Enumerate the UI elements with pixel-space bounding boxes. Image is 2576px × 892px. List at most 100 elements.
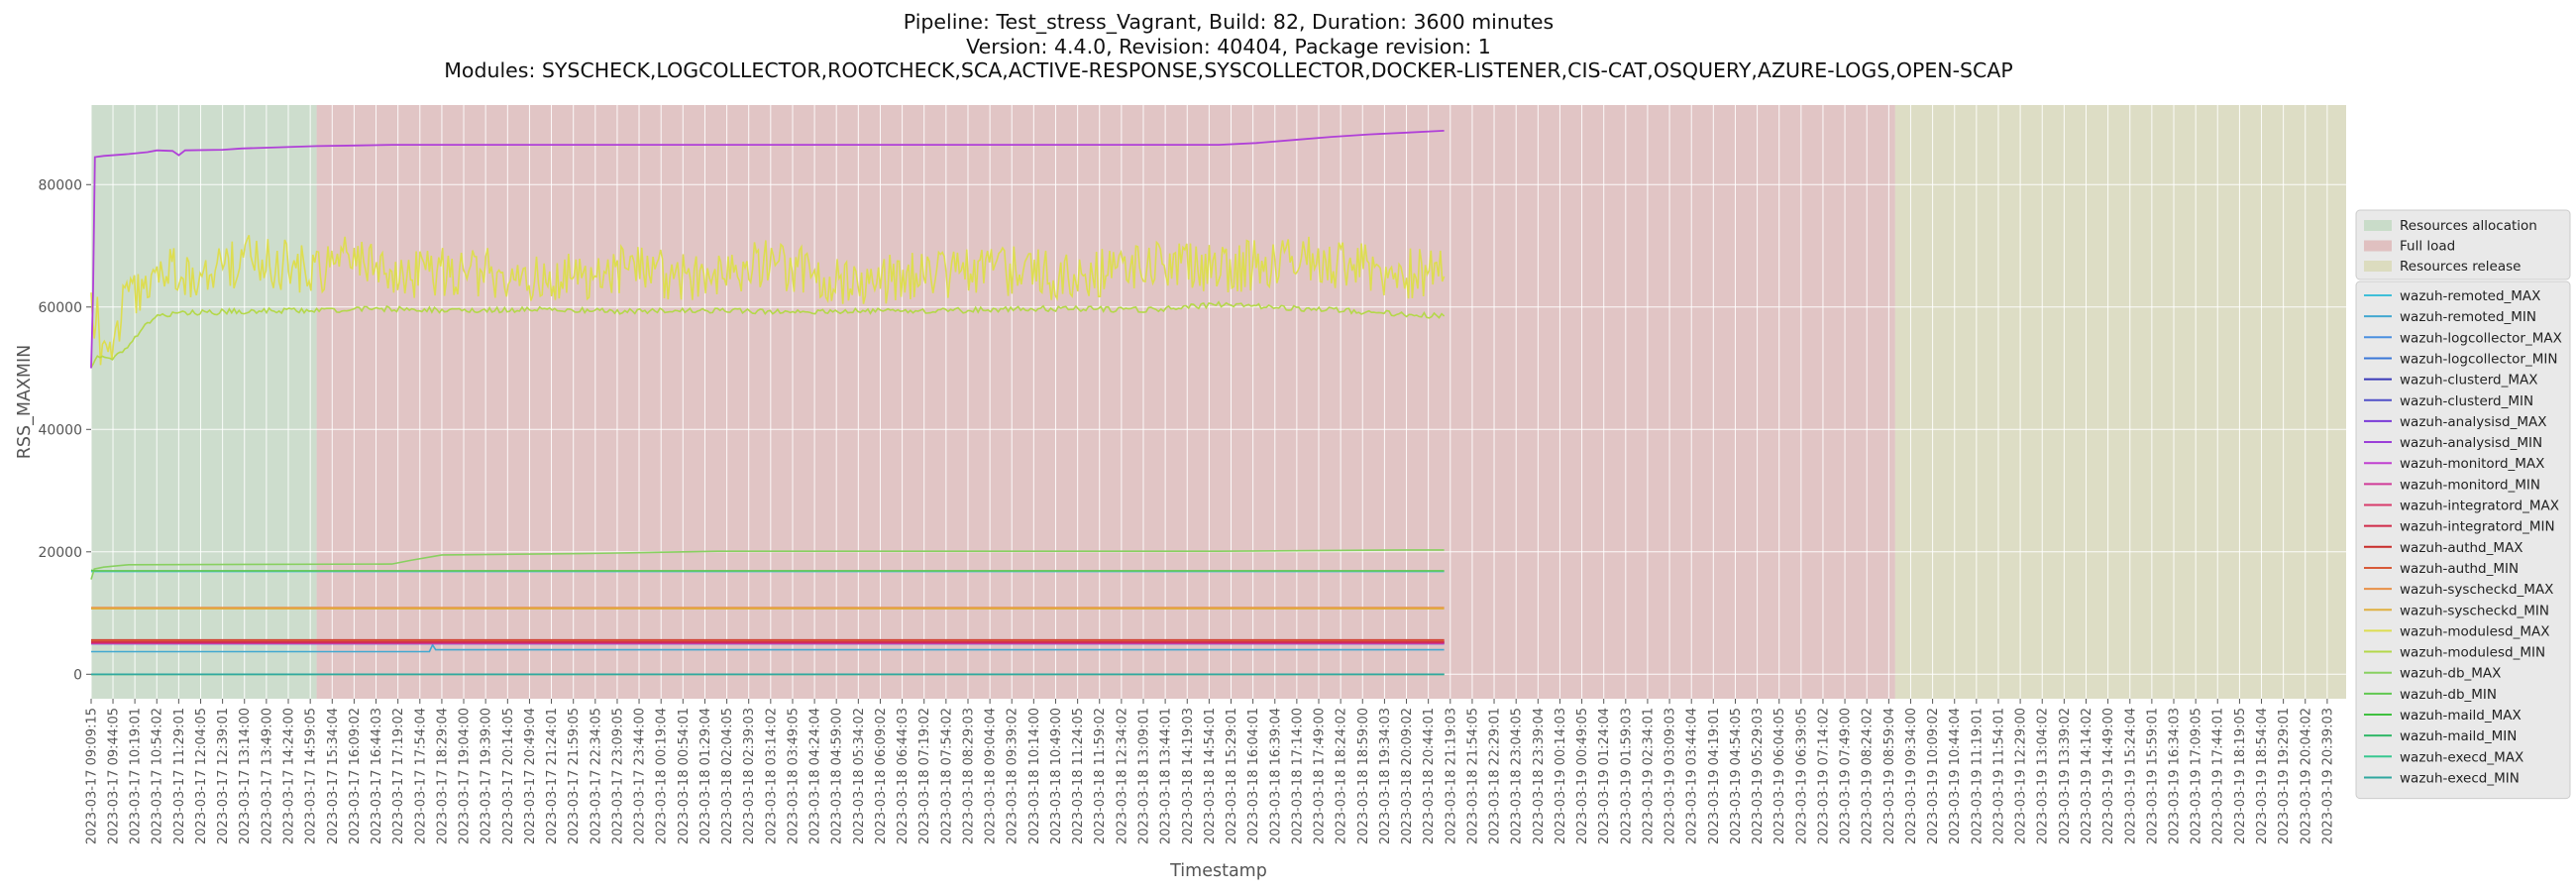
y-axis-label: RSS_MAXMIN xyxy=(15,345,35,460)
x-tick-label: 2023-03-18 15:29:01 xyxy=(1225,708,1239,844)
legend-label: wazuh-execd_MAX xyxy=(2400,749,2523,765)
x-tick-label: 2023-03-17 13:49:00 xyxy=(260,708,274,844)
y-tick-label: 0 xyxy=(73,667,82,683)
x-tick-label: 2023-03-18 20:44:01 xyxy=(1422,708,1437,844)
x-tick-label: 2023-03-17 19:39:00 xyxy=(480,708,494,844)
y-tick-label: 80000 xyxy=(38,177,82,193)
x-tick-label: 2023-03-17 17:19:02 xyxy=(391,708,406,844)
x-tick-label: 2023-03-19 16:34:03 xyxy=(2168,708,2183,844)
x-tick-label: 2023-03-19 10:44:04 xyxy=(1948,708,1963,844)
region-band xyxy=(1894,105,2346,699)
legend-label: Resources allocation xyxy=(2400,218,2537,234)
x-tick-label: 2023-03-19 14:14:02 xyxy=(2080,708,2094,844)
legend-label: wazuh-integratord_MIN xyxy=(2400,519,2555,535)
x-tick-label: 2023-03-19 01:24:04 xyxy=(1597,708,1612,844)
x-axis-label: Timestamp xyxy=(1169,861,1267,881)
x-tick-label: 2023-03-19 06:04:05 xyxy=(1772,708,1787,844)
x-tick-label: 2023-03-18 20:09:02 xyxy=(1400,708,1415,844)
x-tick-label: 2023-03-17 14:59:05 xyxy=(304,708,319,844)
legend-label: wazuh-authd_MIN xyxy=(2400,561,2519,577)
legend-label: wazuh-syscheckd_MIN xyxy=(2400,603,2549,618)
x-tick-label: 2023-03-17 15:34:04 xyxy=(326,708,341,844)
x-tick-label: 2023-03-18 04:59:00 xyxy=(830,708,845,844)
x-tick-label: 2023-03-18 00:54:01 xyxy=(677,708,692,844)
legend-label: wazuh-analysisd_MAX xyxy=(2400,414,2547,430)
legend-label: wazuh-modulesd_MAX xyxy=(2400,623,2549,639)
series-line-wazuh-analysisd-peak xyxy=(90,130,1445,369)
x-tick-label: 2023-03-17 14:24:00 xyxy=(282,708,297,844)
x-tick-label: 2023-03-19 06:39:05 xyxy=(1794,708,1809,844)
x-tick-label: 2023-03-17 23:44:00 xyxy=(633,708,648,844)
x-tick-label: 2023-03-19 04:19:01 xyxy=(1707,708,1722,844)
x-tick-label: 2023-03-17 23:09:05 xyxy=(611,708,626,844)
x-tick-label: 2023-03-18 19:34:03 xyxy=(1378,708,1393,844)
legend-label: wazuh-maild_MIN xyxy=(2400,728,2517,744)
legend-swatch xyxy=(2364,240,2392,252)
x-tick-label: 2023-03-19 17:44:01 xyxy=(2211,708,2226,844)
x-tick-label: 2023-03-18 10:49:00 xyxy=(1049,708,1064,844)
legend-label: wazuh-remoted_MAX xyxy=(2400,288,2540,304)
legend-label: wazuh-db_MAX xyxy=(2400,666,2501,682)
legend: Resources allocation Full load Resources r… xyxy=(2355,209,2571,800)
legend-swatch xyxy=(2364,261,2392,272)
x-tick-label: 2023-03-17 09:44:05 xyxy=(107,708,122,844)
x-tick-label: 2023-03-18 05:34:02 xyxy=(852,708,867,844)
x-tick-label: 2023-03-19 07:14:02 xyxy=(1817,708,1832,844)
series-line-wazuh-db_MAX xyxy=(90,549,1445,580)
axes: 0 20000 40000 60000 80000 2023-03-17 09:09:15… xyxy=(38,177,2335,844)
series-line-wazuh-remoted_MIN xyxy=(91,643,1445,653)
x-tick-label: 2023-03-19 14:49:00 xyxy=(2101,708,2116,844)
x-tick-label: 2023-03-18 02:04:05 xyxy=(720,708,735,844)
x-tick-label: 2023-03-17 10:54:02 xyxy=(151,708,165,844)
x-tick-label: 2023-03-18 18:59:00 xyxy=(1356,708,1371,844)
x-tick-label: 2023-03-18 07:54:02 xyxy=(939,708,954,844)
x-tick-label: 2023-03-19 20:39:03 xyxy=(2320,708,2335,844)
title-line-3: Modules: SYSCHECK,LOGCOLLECTOR,ROOTCHECK… xyxy=(444,58,2013,82)
x-tick-label: 2023-03-18 03:14:02 xyxy=(764,708,779,844)
x-tick-label: 2023-03-17 20:49:04 xyxy=(523,708,538,844)
x-tick-label: 2023-03-18 16:04:01 xyxy=(1246,708,1261,844)
legend-label: wazuh-monitord_MAX xyxy=(2400,456,2544,472)
x-tick-label: 2023-03-19 00:49:05 xyxy=(1575,708,1590,844)
region-band xyxy=(316,105,1895,699)
x-tick-label: 2023-03-19 03:09:03 xyxy=(1664,708,1678,844)
series-line-wazuh-db_MIN xyxy=(90,569,1445,572)
x-tick-label: 2023-03-17 11:29:01 xyxy=(172,708,187,844)
x-tick-label: 2023-03-19 00:14:03 xyxy=(1554,708,1568,844)
legend-label: wazuh-remoted_MIN xyxy=(2400,309,2536,325)
x-tick-label: 2023-03-19 10:09:02 xyxy=(1926,708,1941,844)
y-tick-label: 20000 xyxy=(38,545,82,561)
x-tick-label: 2023-03-18 16:39:04 xyxy=(1268,708,1283,844)
x-tick-label: 2023-03-19 13:04:02 xyxy=(2036,708,2051,844)
x-tick-label: 2023-03-17 16:09:02 xyxy=(348,708,363,844)
x-tick-label: 2023-03-17 09:09:15 xyxy=(85,708,100,844)
x-tick-label: 2023-03-19 05:29:03 xyxy=(1751,708,1766,844)
x-tick-label: 2023-03-17 19:04:00 xyxy=(458,708,473,844)
x-tick-label: 2023-03-19 11:54:01 xyxy=(1992,708,2007,844)
legend-label: wazuh-execd_MIN xyxy=(2400,770,2520,786)
legend-label: wazuh-maild_MAX xyxy=(2400,708,2522,724)
x-tick-label: 2023-03-17 12:04:05 xyxy=(194,708,209,844)
x-tick-label: 2023-03-19 03:44:04 xyxy=(1685,708,1700,844)
x-tick-label: 2023-03-18 18:24:02 xyxy=(1335,708,1349,844)
x-tick-label: 2023-03-18 22:29:01 xyxy=(1488,708,1503,844)
legend-label: wazuh-modulesd_MIN xyxy=(2400,645,2545,661)
x-tick-label: 2023-03-18 02:39:03 xyxy=(742,708,757,844)
x-tick-label: 2023-03-19 13:39:02 xyxy=(2058,708,2073,844)
series-line-wazuh-modulesd_MIN xyxy=(90,300,1446,369)
x-tick-label: 2023-03-18 09:04:04 xyxy=(984,708,999,844)
x-tick-label: 2023-03-18 06:44:03 xyxy=(896,708,911,844)
x-tick-label: 2023-03-18 23:39:04 xyxy=(1532,708,1547,844)
x-tick-label: 2023-03-18 17:14:00 xyxy=(1290,708,1305,844)
x-tick-label: 2023-03-18 17:49:00 xyxy=(1313,708,1328,844)
x-tick-label: 2023-03-17 16:44:03 xyxy=(370,708,384,844)
legend-label: wazuh-analysisd_MIN xyxy=(2400,435,2542,451)
x-tick-label: 2023-03-18 14:54:01 xyxy=(1203,708,1218,844)
x-tick-label: 2023-03-18 11:24:05 xyxy=(1071,708,1086,844)
legend-label: wazuh-clusterd_MAX xyxy=(2400,373,2538,389)
x-tick-label: 2023-03-18 10:14:00 xyxy=(1027,708,1042,844)
x-tick-label: 2023-03-19 08:59:04 xyxy=(1882,708,1897,844)
legend-label: Resources release xyxy=(2400,259,2521,275)
title-line-2: Version: 4.4.0, Revision: 40404, Package… xyxy=(966,34,1491,58)
